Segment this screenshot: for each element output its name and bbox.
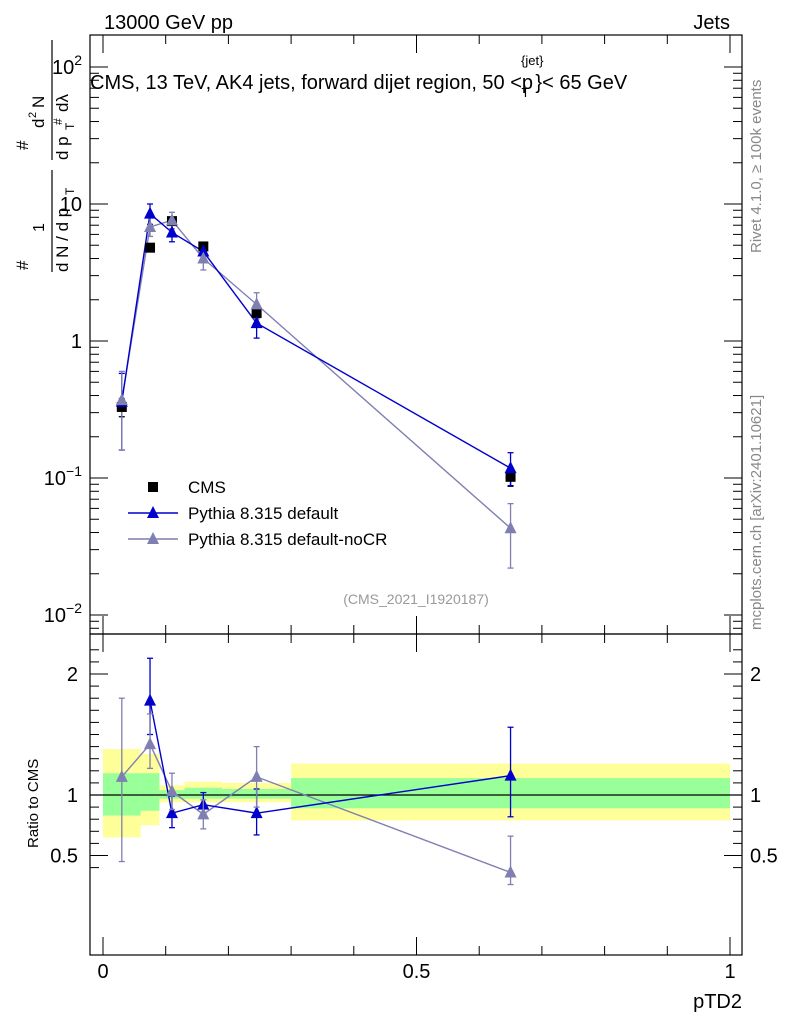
svg-text:N: N bbox=[29, 96, 48, 108]
chart-title: CMS, 13 TeV, AK4 jets, forward dijet reg… bbox=[90, 53, 628, 100]
y-tick-label-right: 2 bbox=[750, 664, 761, 686]
rivet-label: Rivet 4.1.0, ≥ 100k events bbox=[748, 80, 765, 253]
point-noCR bbox=[144, 219, 157, 232]
point-noCR bbox=[165, 213, 178, 226]
point-noCR bbox=[250, 297, 263, 310]
point-cms bbox=[116, 401, 127, 412]
point-default bbox=[165, 225, 178, 238]
ratio-panel: 0 0.5 1 0.5 0.5 1 1 2 2 bbox=[50, 633, 778, 983]
ratio-point-noCR bbox=[250, 769, 263, 782]
legend-marker-cms bbox=[148, 482, 158, 492]
point-cms bbox=[505, 471, 516, 482]
point-noCR bbox=[115, 393, 128, 406]
y-tick-label: 1 bbox=[67, 785, 78, 807]
svg-text:#: # bbox=[13, 140, 32, 150]
point-default bbox=[504, 461, 517, 474]
point-noCR bbox=[197, 251, 210, 264]
svg-text:#: # bbox=[51, 118, 65, 125]
ratio-point-default bbox=[144, 693, 157, 706]
legend-label-cms: CMS bbox=[188, 478, 226, 497]
header-right: Jets bbox=[693, 12, 730, 34]
y-tick-label-right: 0.5 bbox=[750, 846, 778, 868]
upper-panel: 10−2 10−1 1 10 102 CMS Pythia 8.315 default Pyt… bbox=[44, 34, 743, 635]
y-tick-label-right: 1 bbox=[750, 785, 761, 807]
point-cms bbox=[251, 308, 262, 319]
upper-y-axis-label: # 1 d N / d p T # d 2 N d p T dλ # bbox=[13, 40, 77, 272]
svg-text:T: T bbox=[63, 187, 77, 195]
legend-marker-noCR bbox=[147, 532, 159, 544]
svg-text:d N / d p: d N / d p bbox=[53, 208, 72, 272]
ratio-point-noCR bbox=[165, 784, 178, 797]
series-line-default bbox=[121, 212, 511, 469]
svg-text:1: 1 bbox=[31, 223, 48, 232]
y-tick-label: 10 bbox=[60, 194, 82, 216]
header-left: 13000 GeV pp bbox=[104, 12, 233, 34]
y-tick-label: 2 bbox=[67, 664, 78, 686]
x-tick-label: 1 bbox=[724, 961, 735, 983]
svg-text:d: d bbox=[29, 119, 48, 128]
ratio-band-inner-1 bbox=[140, 773, 160, 811]
ratio-point-default bbox=[504, 768, 517, 781]
svg-text:2: 2 bbox=[27, 112, 39, 118]
analysis-id: (CMS_2021_I1920187) bbox=[343, 591, 489, 607]
ratio-point-default bbox=[165, 806, 178, 819]
ratio-line-noCR bbox=[121, 742, 511, 874]
svg-text:#: # bbox=[13, 260, 32, 270]
svg-text:dλ: dλ bbox=[53, 94, 72, 112]
ratio-point-noCR bbox=[144, 737, 157, 750]
legend-label-default: Pythia 8.315 default bbox=[188, 504, 339, 523]
legend: CMS Pythia 8.315 default Pythia 8.315 defa… bbox=[128, 478, 387, 549]
x-tick-label: 0 bbox=[97, 961, 108, 983]
mcplots-label: mcplots.cern.ch [arXiv:2401.10621] bbox=[748, 395, 765, 630]
point-default bbox=[144, 206, 157, 219]
point-default bbox=[250, 316, 263, 329]
ratio-point-noCR bbox=[115, 769, 128, 782]
series-line-noCR bbox=[121, 219, 512, 529]
legend-label-noCR: Pythia 8.315 default-noCR bbox=[188, 530, 387, 549]
y-tick-label: 1 bbox=[71, 331, 82, 353]
x-tick-label: 0.5 bbox=[403, 961, 431, 983]
point-cms bbox=[145, 242, 156, 253]
y-tick-label: 0.5 bbox=[50, 846, 78, 868]
legend-marker-default bbox=[147, 506, 159, 518]
ratio-point-noCR bbox=[197, 807, 210, 820]
ratio-point-noCR bbox=[504, 865, 517, 878]
svg-text:T: T bbox=[63, 122, 77, 130]
point-noCR bbox=[504, 521, 517, 534]
ratio-point-default bbox=[250, 806, 263, 819]
y-tick-label: 102 bbox=[52, 52, 82, 79]
point-default bbox=[197, 244, 210, 257]
lower-y-axis-label: Ratio to CMS bbox=[25, 759, 42, 848]
x-axis-label: pTD2 bbox=[693, 991, 742, 1013]
y-tick-label: 10−1 bbox=[44, 463, 82, 490]
svg-text:d p: d p bbox=[53, 136, 72, 160]
y-tick-label: 10−2 bbox=[44, 600, 82, 627]
